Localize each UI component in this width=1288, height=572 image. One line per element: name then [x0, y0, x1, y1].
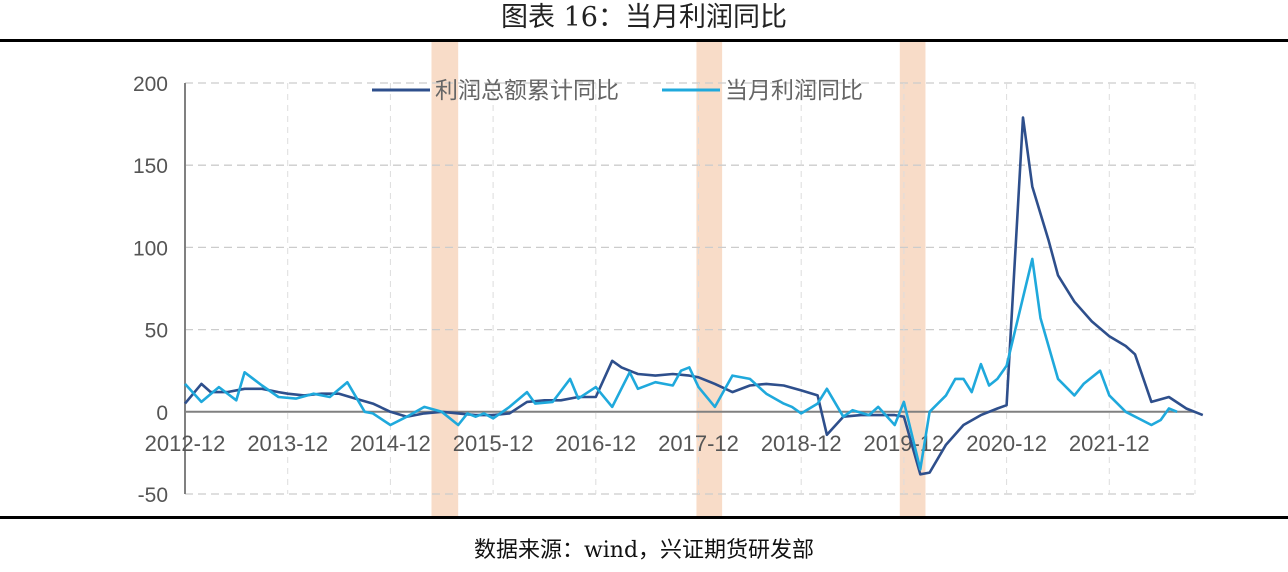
bottom-divider: [0, 516, 1288, 519]
x-tick-label: 2020-12: [966, 431, 1047, 456]
x-tick-label: 2015-12: [453, 431, 534, 456]
x-axis-ticks: 2012-12 2013-12 2014-12 2015-12 2016-12 2017-…: [145, 431, 1150, 456]
shaded-band: [696, 42, 723, 516]
data-source-note: 数据来源：wind，兴证期货研发部: [473, 538, 815, 563]
series-lines: [184, 116, 1204, 476]
y-tick-label: 50: [145, 320, 168, 343]
legend-label-1: 利润总额累计同比: [435, 78, 619, 104]
x-tick-label: 2019-12: [864, 431, 945, 456]
y-tick-label: 150: [133, 155, 168, 178]
series-monthly-profit-yoy: [184, 257, 1178, 471]
legend-label-2: 当月利润同比: [725, 78, 863, 104]
y-axis-ticks: 200 150 100 50 0 -50: [133, 73, 168, 507]
x-tick-label: 2012-12: [145, 431, 226, 456]
grid-lines: [185, 82, 1196, 495]
y-tick-label: 200: [133, 73, 168, 96]
x-tick-label: 2016-12: [555, 431, 636, 456]
x-tick-label: 2017-12: [658, 431, 739, 456]
top-divider: [0, 39, 1288, 42]
y-tick-label: 100: [133, 237, 168, 260]
x-tick-label: 2021-12: [1069, 431, 1150, 456]
series-cumulative-profit-yoy: [184, 116, 1204, 476]
x-tick-label: 2014-12: [350, 431, 431, 456]
axes: [184, 83, 1195, 494]
chart-title: 图表 16：当月利润同比: [501, 2, 787, 33]
shaded-band: [431, 42, 459, 516]
y-tick-label: -50: [138, 484, 168, 507]
legend[interactable]: 利润总额累计同比 当月利润同比: [372, 78, 863, 104]
x-tick-label: 2018-12: [761, 431, 842, 456]
x-tick-label: 2013-12: [247, 431, 328, 456]
shaded-periods: [431, 42, 926, 516]
y-tick-label: 0: [156, 402, 168, 425]
